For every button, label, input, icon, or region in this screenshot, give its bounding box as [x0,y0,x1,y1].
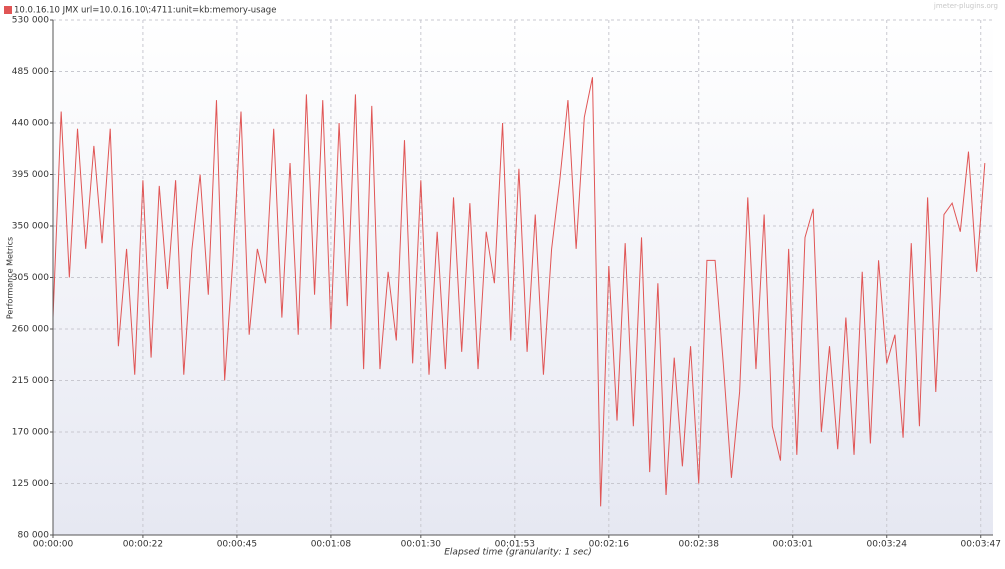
y-tick-label: 305 000 [12,273,49,283]
x-tick-label: 00:03:47 [961,540,1001,550]
y-tick-label: 260 000 [12,325,49,335]
y-tick-label: 80 000 [18,531,50,541]
legend: 10.0.16.10 JMX url=10.0.16.10\:4711:unit… [4,6,276,16]
x-tick-label: 00:01:30 [401,540,442,550]
series-line [52,77,986,507]
marks [52,77,986,507]
x-tick-label: 00:00:00 [33,540,74,550]
x-tick-label: 00:00:45 [217,540,257,550]
y-tick-label: 170 000 [12,428,49,438]
x-tick-label: 00:02:38 [679,540,720,550]
x-tick-label: 00:01:08 [311,540,352,550]
x-tick-label: 00:03:01 [773,540,813,550]
legend-label: 10.0.16.10 JMX url=10.0.16.10\:4711:unit… [14,6,276,16]
y-tick-label: 125 000 [12,479,49,489]
x-axis-label: Elapsed time (granularity: 1 sec) [444,548,592,558]
x-tick-label: 00:00:22 [123,540,163,550]
y-tick-label: 530 000 [12,16,49,26]
y-tick-label: 395 000 [12,170,49,180]
y-tick-label: 485 000 [12,67,49,77]
x-tick-label: 00:03:24 [867,540,908,550]
x-tick-label: 00:02:16 [589,540,630,550]
y-tick-label: 215 000 [12,376,49,386]
y-axis-label: Performance Metrics [6,237,15,319]
watermark: jmeter-plugins.org [933,2,998,10]
y-tick-label: 350 000 [12,222,49,232]
y-tick-label: 440 000 [12,119,49,129]
legend-swatch [4,6,12,14]
x-tick-label: 00:01:53 [495,540,535,550]
